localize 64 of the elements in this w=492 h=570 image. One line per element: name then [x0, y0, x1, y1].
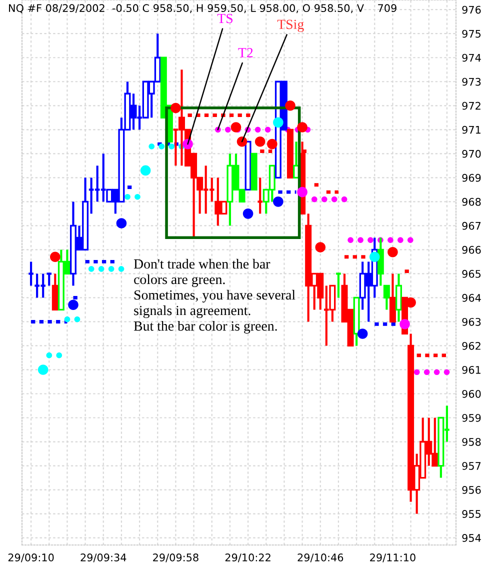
point [369, 252, 380, 262]
point [170, 102, 181, 114]
candlestick [52, 272, 58, 311]
annotation: TS [217, 14, 233, 24]
y-tick-label: 970 [462, 150, 481, 158]
candlestick [395, 272, 402, 323]
annotation: T2 [238, 48, 253, 58]
y-tick-label: 960 [462, 390, 481, 398]
y-tick-label: 958 [462, 438, 481, 446]
annotation: Don't trade when the bar colors are green. Sometimes, you have several signals in agreement. But the bar color is green. [134, 258, 296, 334]
point [285, 100, 296, 111]
candlestick [389, 272, 396, 323]
candlestick [244, 140, 252, 191]
candlestick [335, 272, 342, 299]
point [297, 122, 308, 132]
y-tick-label: 972 [462, 102, 480, 110]
x-tick-label: 29/10:22 [225, 554, 270, 562]
candlestick [377, 236, 384, 287]
point [273, 196, 284, 207]
y-tick-label: 955 [462, 510, 481, 518]
candlestick [383, 284, 390, 311]
x-tick-label: 29/10:46 [298, 554, 344, 562]
y-tick-label: 963 [462, 318, 481, 326]
point [140, 165, 151, 176]
x-tick-label: 29/09:34 [80, 554, 126, 562]
y-tick-label: 975 [462, 30, 481, 38]
y-tick-label: 954 [462, 534, 481, 542]
point [267, 138, 278, 150]
y-tick-label: 957 [462, 462, 481, 470]
point [388, 246, 398, 258]
y-tick-label: 969 [462, 174, 481, 182]
y-tick-label: 974 [462, 54, 481, 62]
x-tick-label: 29/11:10 [370, 554, 416, 562]
point [273, 117, 284, 128]
annotation: TSig [277, 20, 304, 32]
y-tick-label: 959 [462, 414, 481, 422]
y-tick-label: 968 [462, 198, 481, 206]
y-tick-label: 964 [462, 294, 481, 302]
y-tick-label: 956 [462, 486, 481, 494]
chart-title: NQ #F 08/29/2002 -0.50 C 958.50, H 959.50, L 958.00, O 958.50, V 709 [9, 4, 396, 14]
point [315, 242, 326, 252]
y-tick-label: 976 [462, 6, 481, 14]
point [297, 186, 308, 198]
point [254, 136, 266, 147]
candlestick [28, 260, 34, 287]
point [357, 328, 368, 339]
x-tick-label: 29/09:58 [153, 554, 198, 562]
candlestick [286, 128, 294, 178]
y-tick-label: 961 [462, 366, 480, 374]
x-tick-label: 29/09:10 [8, 554, 54, 562]
point [400, 318, 410, 330]
point [230, 122, 242, 132]
point [242, 208, 254, 219]
y-tick-label: 973 [462, 78, 481, 86]
y-tick-label: 965 [462, 270, 481, 278]
y-tick-label: 967 [462, 222, 481, 230]
y-tick-label: 966 [462, 246, 481, 254]
y-tick-label: 971 [462, 126, 480, 134]
y-tick-label: 962 [462, 342, 480, 350]
point [68, 300, 78, 310]
point [38, 364, 48, 375]
point [116, 218, 127, 228]
candlestick [250, 152, 258, 191]
point [50, 252, 60, 262]
